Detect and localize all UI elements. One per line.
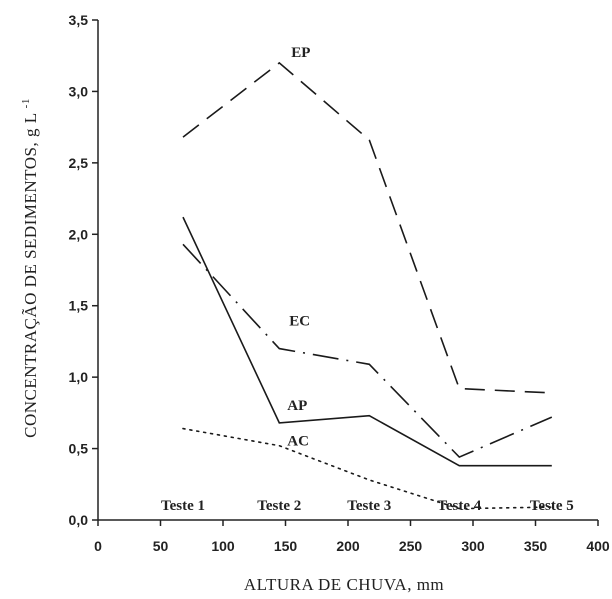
y-tick-label: 0,5	[69, 441, 89, 457]
y-axis-title: CONCENTRAÇÃO DE SEDIMENTOS, g L -1	[20, 98, 40, 438]
series-labels: EP EC AP AC	[287, 45, 310, 450]
series-label-ap: AP	[287, 398, 307, 414]
category-label: Teste 3	[347, 498, 391, 514]
x-axis-title: ALTURA DE CHUVA, mm	[244, 575, 444, 594]
x-tick-label: 200	[336, 538, 360, 554]
y-axis-title-text: CONCENTRAÇÃO DE SEDIMENTOS, g L	[21, 113, 40, 438]
x-tick-label: 250	[399, 538, 423, 554]
y-tick-label: 3,0	[69, 83, 89, 99]
category-labels: Teste 1 Teste 2 Teste 3 Teste 4 Teste 5	[161, 498, 574, 514]
series-line-ap	[182, 216, 552, 467]
y-axis-title-superscript: -1	[20, 98, 32, 108]
category-label: Teste 1	[161, 498, 205, 514]
series-line-ac	[182, 427, 553, 510]
y-tick-label: 1,0	[69, 369, 89, 385]
series-lines	[182, 61, 553, 510]
x-tick-label: 50	[153, 538, 169, 554]
series-label-ec: EC	[289, 314, 310, 330]
x-tick-label: 400	[586, 538, 610, 554]
category-label: Teste 4	[437, 498, 482, 514]
category-label: Teste 5	[530, 498, 574, 514]
y-tick-label: 3,5	[69, 12, 89, 28]
y-tick-label: 2,5	[69, 155, 89, 171]
x-tick-label: 300	[461, 538, 485, 554]
x-tick-label: 150	[274, 538, 298, 554]
axes: 0,0 0,5 1,0 1,5 2,0 2,5 3,0 3,5 0 50 100 150 200 250 3…	[69, 12, 610, 554]
series-line-ep	[182, 61, 552, 394]
series-line-ec	[182, 243, 553, 459]
x-tick-label: 100	[211, 538, 235, 554]
series-label-ac: AC	[287, 434, 309, 450]
y-tick-label: 0,0	[69, 512, 89, 528]
x-tick-label: 350	[524, 538, 548, 554]
x-tick-label: 0	[94, 538, 102, 554]
category-label: Teste 2	[257, 498, 301, 514]
series-label-ep: EP	[291, 45, 310, 61]
y-tick-label: 1,5	[69, 298, 89, 314]
y-tick-label: 2,0	[69, 226, 89, 242]
